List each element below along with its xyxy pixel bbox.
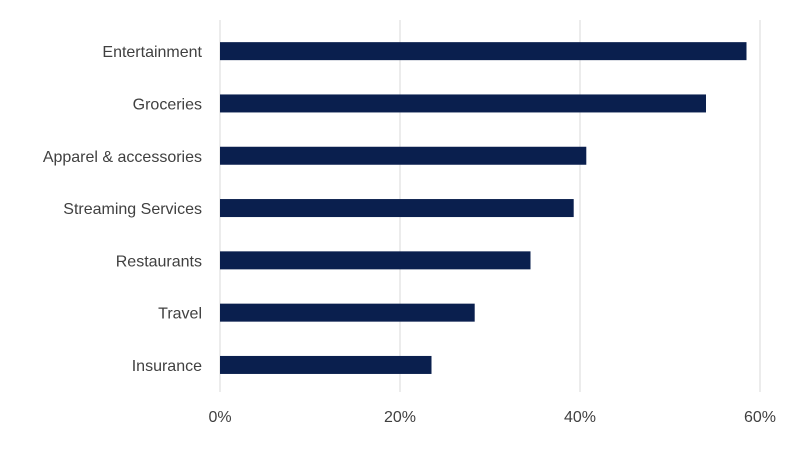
- bar-entertainment: [220, 42, 747, 61]
- category-label: Entertainment: [102, 44, 202, 61]
- x-tick-label: 20%: [384, 409, 416, 426]
- bar-apparel-accessories: [220, 146, 587, 165]
- x-tick-label: 0%: [208, 409, 231, 426]
- x-tick-label: 40%: [564, 409, 596, 426]
- x-tick-label: 60%: [744, 409, 776, 426]
- bar-insurance: [220, 355, 432, 374]
- bar-streaming-services: [220, 199, 574, 218]
- bar-travel: [220, 303, 475, 322]
- bar-groceries: [220, 94, 706, 113]
- category-label: Insurance: [132, 358, 202, 375]
- category-label: Groceries: [133, 96, 202, 113]
- category-label: Travel: [158, 306, 202, 323]
- bars: [220, 42, 747, 374]
- category-label: Restaurants: [116, 253, 202, 270]
- category-label: Apparel & accessories: [43, 149, 202, 166]
- x-tick-labels: 0% 20% 40% 60%: [208, 409, 776, 426]
- category-labels: Entertainment Groceries Apparel & accessor…: [43, 44, 203, 375]
- category-label: Streaming Services: [63, 201, 202, 218]
- bar-restaurants: [220, 251, 531, 270]
